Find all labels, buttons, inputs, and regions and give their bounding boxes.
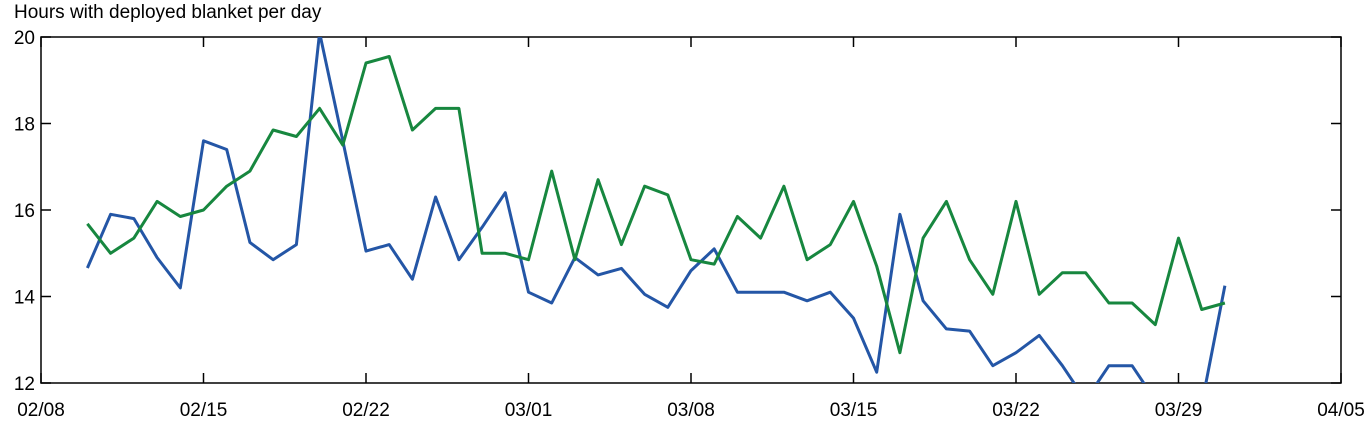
x-tick-label: 03/29: [1155, 400, 1203, 421]
data-line: [86, 37, 1227, 383]
y-tick-label: 18: [14, 115, 35, 136]
x-tick-label: 03/22: [992, 400, 1040, 421]
x-tick-label: 03/01: [505, 400, 553, 421]
plot-area: [86, 37, 1227, 383]
data-line: [86, 55, 1226, 355]
x-tick-label: 02/22: [342, 400, 390, 421]
x-tick-label: 02/08: [17, 400, 65, 421]
x-tick-label: 03/08: [667, 400, 715, 421]
y-tick-label: 20: [14, 28, 35, 49]
plot-frame: [40, 36, 1342, 384]
x-tick-label: 04/05: [1317, 400, 1365, 421]
chart-title: Hours with deployed blanket per day: [14, 2, 322, 23]
x-tick-label: 03/15: [830, 400, 878, 421]
y-tick-label: 16: [14, 201, 35, 222]
y-tick-label: 14: [14, 288, 36, 309]
x-tick-label: 02/15: [180, 400, 228, 421]
y-tick-label: 12: [14, 374, 35, 395]
